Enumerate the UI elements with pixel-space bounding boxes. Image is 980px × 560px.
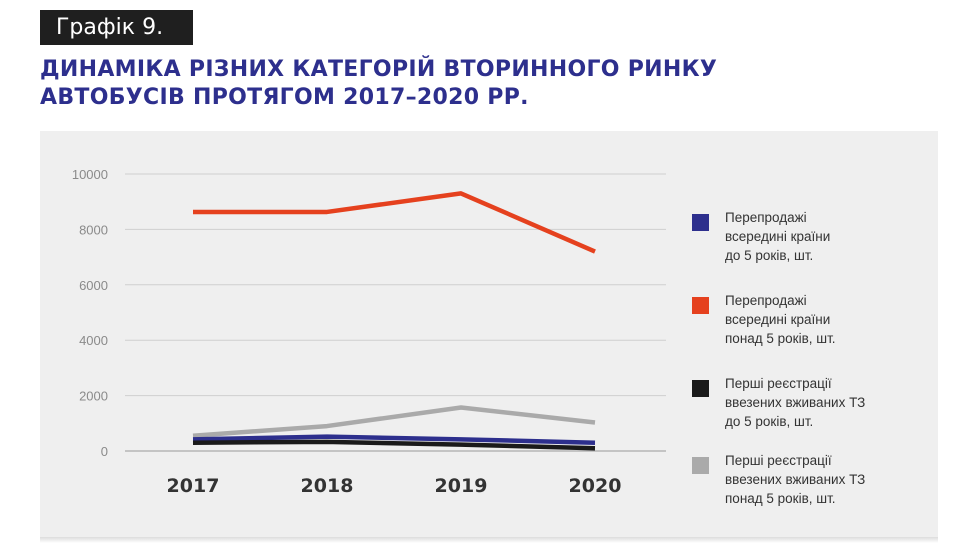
y-tick-label: 10000 bbox=[72, 167, 108, 182]
chart-title: ДИНАМІКА РІЗНИХ КАТЕГОРІЙ ВТОРИННОГО РИН… bbox=[40, 56, 717, 112]
chart-panel bbox=[40, 131, 938, 537]
legend-label-line: Перші реєстрації bbox=[725, 376, 832, 391]
legend-swatch bbox=[692, 457, 709, 474]
series-line-2 bbox=[193, 191, 596, 254]
y-tick-label: 8000 bbox=[79, 222, 108, 237]
legend-label: Перепродажі всередині країни до 5 років, ш… bbox=[725, 208, 925, 265]
series-line-3 bbox=[192, 439, 596, 451]
y-tick-label: 2000 bbox=[79, 389, 108, 404]
legend-label-line: понад 5 років, шт. bbox=[725, 331, 836, 346]
y-tick-label: 4000 bbox=[79, 333, 108, 348]
legend-label-line: всередині країни bbox=[725, 312, 831, 327]
x-tick-label: 2020 bbox=[569, 475, 622, 497]
y-tick-label: 0 bbox=[101, 444, 108, 459]
chart-title-line-1: ДИНАМІКА РІЗНИХ КАТЕГОРІЙ ВТОРИННОГО РИН… bbox=[40, 57, 718, 82]
legend-label-line: до 5 років, шт. bbox=[725, 414, 814, 429]
chart-title-line-2: АВТОБУСІВ ПРОТЯГОМ 2017–2020 РР. bbox=[40, 85, 529, 110]
chart-panel-shadow bbox=[40, 537, 938, 543]
series-line-4 bbox=[192, 405, 596, 439]
series-line-1 bbox=[192, 434, 596, 445]
legend-label-line: ввезених вживаних ТЗ bbox=[725, 472, 866, 487]
legend-swatch bbox=[692, 297, 709, 314]
y-tick-label: 6000 bbox=[79, 278, 108, 293]
legend-swatch bbox=[692, 214, 709, 231]
legend-label-line: Перші реєстрації bbox=[725, 453, 832, 468]
legend-label: Перепродажі всередині країни понад 5 років… bbox=[725, 291, 925, 348]
legend-label-line: Перепродажі bbox=[725, 293, 807, 308]
legend-label-line: всередині країни bbox=[725, 229, 831, 244]
chart-number-tag: Графік 9. bbox=[40, 10, 193, 45]
x-tick-label: 2019 bbox=[435, 475, 488, 497]
legend-swatch bbox=[692, 380, 709, 397]
legend-label-line: до 5 років, шт. bbox=[725, 248, 814, 263]
x-tick-label: 2017 bbox=[167, 475, 220, 497]
legend-label-line: понад 5 років, шт. bbox=[725, 491, 836, 506]
legend-label: Перші реєстрації ввезених вживаних ТЗ до 5… bbox=[725, 374, 925, 431]
legend-label-line: ввезених вживаних ТЗ bbox=[725, 395, 866, 410]
legend-label-line: Перепродажі bbox=[725, 210, 807, 225]
x-tick-label: 2018 bbox=[301, 475, 354, 497]
legend-label: Перші реєстрації ввезених вживаних ТЗ пона… bbox=[725, 451, 925, 508]
